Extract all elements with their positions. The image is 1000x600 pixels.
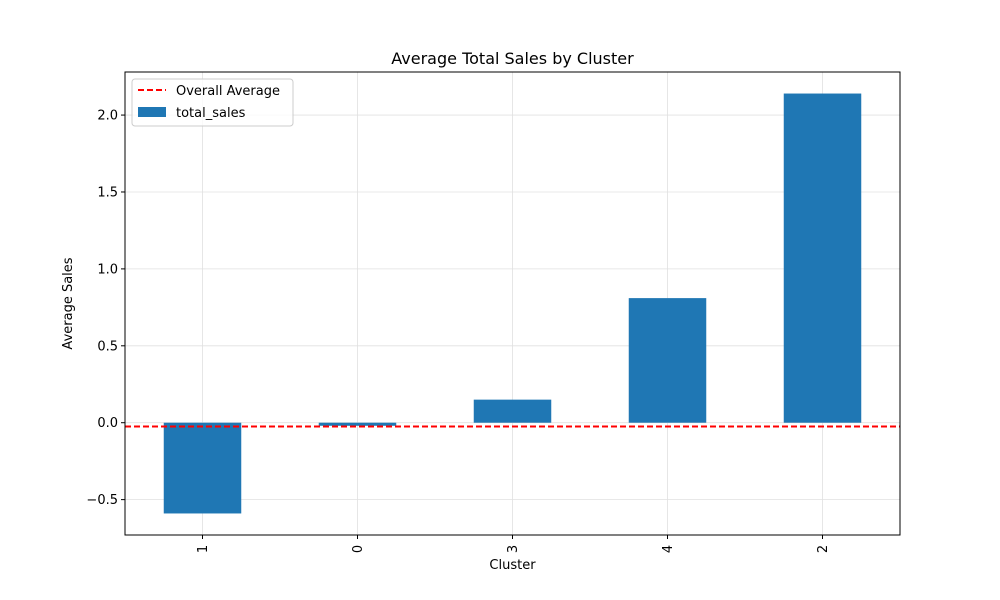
x-tick-label: 2 [816,545,831,553]
legend-series-label: total_sales [176,106,246,121]
x-axis: 1 0 3 4 2 [196,535,831,553]
legend-series-swatch [138,107,166,117]
bar-cluster-0 [318,422,397,426]
y-tick-label: 0.5 [97,339,118,354]
legend: Overall Average total_sales [131,78,294,127]
y-axis-label: Average Sales [61,257,76,349]
chart-title: Average Total Sales by Cluster [391,49,634,68]
bar-cluster-2 [783,93,862,423]
bar-cluster-4 [628,298,707,423]
x-tick-label: 1 [196,545,211,553]
bar-cluster-1 [163,422,242,514]
x-axis-label: Cluster [489,558,536,573]
y-tick-label: 0.0 [97,416,118,431]
y-tick-label: 2.0 [97,109,118,124]
bar-cluster-3 [473,399,552,423]
y-tick-label: −0.5 [86,493,118,508]
y-tick-label: 1.0 [97,262,118,277]
x-tick-label: 0 [351,545,366,553]
x-tick-label: 3 [506,545,521,553]
x-tick-label: 4 [661,545,676,553]
legend-frame [131,78,294,127]
y-axis: −0.5 0.0 0.5 1.0 1.5 2.0 [86,109,125,508]
y-tick-label: 1.5 [97,185,118,200]
legend-reference-line-label: Overall Average [176,84,280,99]
bars [163,93,862,514]
